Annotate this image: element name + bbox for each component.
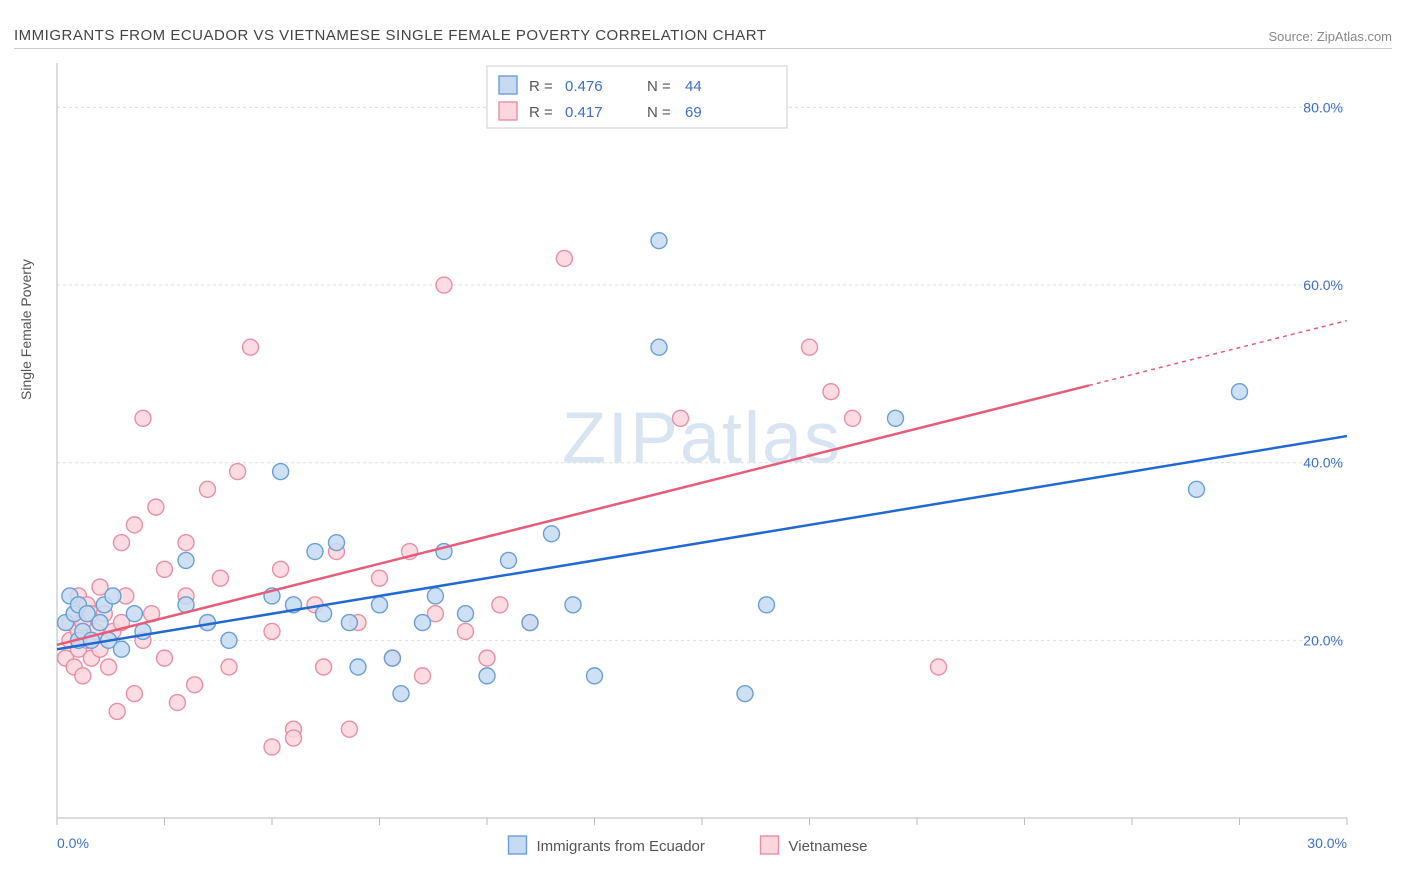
data-point: [221, 659, 237, 675]
data-point: [92, 615, 108, 631]
y-axis-label: Single Female Poverty: [18, 259, 34, 400]
data-point: [126, 606, 142, 622]
data-point: [169, 695, 185, 711]
legend-n-value: 69: [685, 104, 702, 121]
data-point: [372, 570, 388, 586]
data-point: [492, 597, 508, 613]
watermark: ZIPatlas: [562, 399, 842, 479]
data-point: [565, 597, 581, 613]
data-point: [178, 535, 194, 551]
data-point: [479, 650, 495, 666]
regression-line-dashed: [1089, 321, 1347, 386]
data-point: [673, 410, 689, 426]
data-point: [187, 677, 203, 693]
x-tick-label: 30.0%: [1307, 835, 1347, 851]
data-point: [273, 464, 289, 480]
source-attribution: Source: ZipAtlas.com: [1268, 29, 1392, 44]
data-point: [458, 623, 474, 639]
legend-swatch: [499, 76, 517, 94]
data-point: [135, 410, 151, 426]
data-point: [157, 650, 173, 666]
legend-r-label: R =: [529, 104, 553, 121]
legend-swatch: [761, 836, 779, 854]
data-point: [109, 703, 125, 719]
data-point: [501, 552, 517, 568]
data-point: [264, 739, 280, 755]
data-point: [148, 499, 164, 515]
data-point: [1232, 384, 1248, 400]
data-point: [105, 588, 121, 604]
data-point: [737, 686, 753, 702]
data-point: [75, 668, 91, 684]
legend-swatch: [499, 102, 517, 120]
data-point: [329, 535, 345, 551]
data-point: [307, 544, 323, 560]
chart-title: IMMIGRANTS FROM ECUADOR VS VIETNAMESE SI…: [14, 27, 767, 44]
data-point: [802, 339, 818, 355]
data-point: [126, 686, 142, 702]
legend-series-label: Immigrants from Ecuador: [537, 838, 705, 855]
data-point: [845, 410, 861, 426]
y-tick-label: 80.0%: [1303, 99, 1343, 115]
data-point: [1189, 481, 1205, 497]
x-tick-label: 0.0%: [57, 835, 89, 851]
data-point: [212, 570, 228, 586]
legend-series-label: Vietnamese: [789, 838, 868, 855]
data-point: [243, 339, 259, 355]
data-point: [316, 606, 332, 622]
data-point: [101, 659, 117, 675]
data-point: [230, 464, 246, 480]
data-point: [157, 561, 173, 577]
legend-n-label: N =: [647, 104, 671, 121]
data-point: [888, 410, 904, 426]
data-point: [931, 659, 947, 675]
data-point: [286, 730, 302, 746]
data-point: [393, 686, 409, 702]
legend-r-value: 0.417: [565, 104, 603, 121]
data-point: [264, 623, 280, 639]
data-point: [126, 517, 142, 533]
y-tick-label: 20.0%: [1303, 632, 1343, 648]
legend-r-label: R =: [529, 78, 553, 95]
legend-r-value: 0.476: [565, 78, 603, 95]
data-point: [556, 250, 572, 266]
legend-swatch: [509, 836, 527, 854]
y-tick-label: 60.0%: [1303, 277, 1343, 293]
data-point: [651, 339, 667, 355]
data-point: [479, 668, 495, 684]
legend-n-value: 44: [685, 78, 702, 95]
y-tick-label: 40.0%: [1303, 455, 1343, 471]
data-point: [273, 561, 289, 577]
data-point: [316, 659, 332, 675]
data-point: [114, 535, 130, 551]
data-point: [415, 668, 431, 684]
data-point: [221, 632, 237, 648]
data-point: [427, 588, 443, 604]
data-point: [436, 277, 452, 293]
data-point: [178, 552, 194, 568]
data-point: [544, 526, 560, 542]
chart-header: IMMIGRANTS FROM ECUADOR VS VIETNAMESE SI…: [14, 20, 1392, 49]
data-point: [823, 384, 839, 400]
chart-svg: ZIPatlas 20.0% 40.0% 60.0% 80.0% 0.0% 30.0% R =…: [52, 58, 1352, 868]
data-point: [384, 650, 400, 666]
data-point: [341, 721, 357, 737]
data-point: [200, 481, 216, 497]
scatter-chart: ZIPatlas20.0%40.0%60.0%80.0%0.0%30.0%R =…: [52, 58, 1352, 828]
data-point: [458, 606, 474, 622]
data-point: [759, 597, 775, 613]
data-point: [341, 615, 357, 631]
data-point: [372, 597, 388, 613]
data-point: [587, 668, 603, 684]
data-point: [522, 615, 538, 631]
data-point: [651, 233, 667, 249]
data-point: [415, 615, 431, 631]
data-point: [350, 659, 366, 675]
data-point: [114, 641, 130, 657]
legend-n-label: N =: [647, 78, 671, 95]
